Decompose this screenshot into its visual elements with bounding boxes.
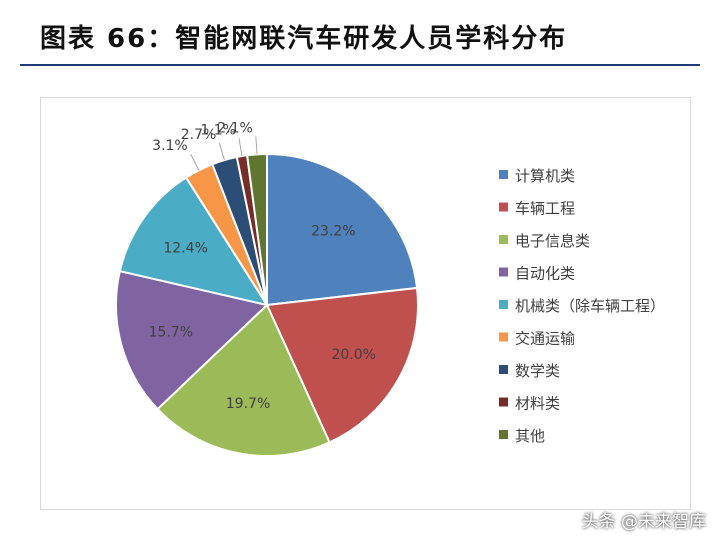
pie-chart: 23.2% 20.0% 19.7% 15.7% 12.4% 3.1%2.7%1.1%2.1… bbox=[115, 120, 665, 457]
legend-swatch-6 bbox=[499, 332, 508, 342]
data-label-6: 3.1% bbox=[152, 138, 188, 154]
pie-slice-2 bbox=[265, 286, 419, 444]
title-divider bbox=[20, 64, 700, 66]
legend-label-8: 材料类 bbox=[515, 395, 560, 413]
legend-swatch-9 bbox=[499, 430, 508, 439]
pie-slice-4 bbox=[115, 269, 270, 411]
leader-line-8 bbox=[238, 138, 243, 157]
legend-swatch-4 bbox=[499, 267, 508, 277]
legend-label-3: 电子信息类 bbox=[515, 232, 590, 250]
pie-slice-3 bbox=[156, 303, 331, 457]
legend-swatch-3 bbox=[499, 235, 508, 244]
legend-label-7: 数学类 bbox=[515, 362, 560, 380]
data-label-9: 2.1% bbox=[217, 120, 253, 136]
leader-line-6 bbox=[190, 153, 200, 171]
pie-slice-5 bbox=[118, 176, 270, 307]
data-label-2: 20.0% bbox=[331, 347, 375, 363]
pie-slices bbox=[115, 152, 419, 457]
legend-swatch-2 bbox=[499, 202, 508, 212]
legend-label-2: 车辆工程 bbox=[515, 200, 575, 218]
legend-label-9: 其他 bbox=[515, 427, 545, 445]
leader-line-7 bbox=[218, 142, 225, 161]
legend-label-4: 自动化类 bbox=[515, 265, 575, 283]
data-label-3: 19.7% bbox=[226, 396, 270, 412]
legend-swatch-8 bbox=[499, 397, 508, 407]
data-label-1: 23.2% bbox=[311, 224, 355, 240]
figure-title: 图表 66：智能网联汽车研发人员学科分布 bbox=[40, 24, 568, 54]
legend-label-1: 计算机类 bbox=[515, 167, 575, 185]
legend-swatch-5 bbox=[499, 300, 508, 309]
legend-label-6: 交通运输 bbox=[515, 330, 575, 348]
watermark: 头条 @未来智库 bbox=[581, 512, 706, 532]
data-label-4: 15.7% bbox=[149, 324, 193, 340]
leader-lines bbox=[190, 136, 258, 171]
leader-line-9 bbox=[255, 136, 258, 155]
chart-frame: 23.2% 20.0% 19.7% 15.7% 12.4% 3.1% 2.7% 1.1% 2.1… bbox=[40, 97, 691, 510]
legend-swatch-7 bbox=[499, 365, 508, 374]
data-label-7: 2.7% bbox=[181, 127, 217, 143]
data-label-8: 1.1% bbox=[200, 122, 236, 138]
legend-label-5: 机械类（除车辆工程） bbox=[515, 297, 665, 315]
data-labels: 23.2% 20.0% 19.7% 15.7% 12.4% 3.1%2.7%1.1%2.1… bbox=[149, 120, 376, 411]
data-label-5: 12.4% bbox=[163, 240, 207, 256]
pie-slice-1 bbox=[266, 152, 419, 307]
legend-swatch-1 bbox=[499, 170, 508, 179]
